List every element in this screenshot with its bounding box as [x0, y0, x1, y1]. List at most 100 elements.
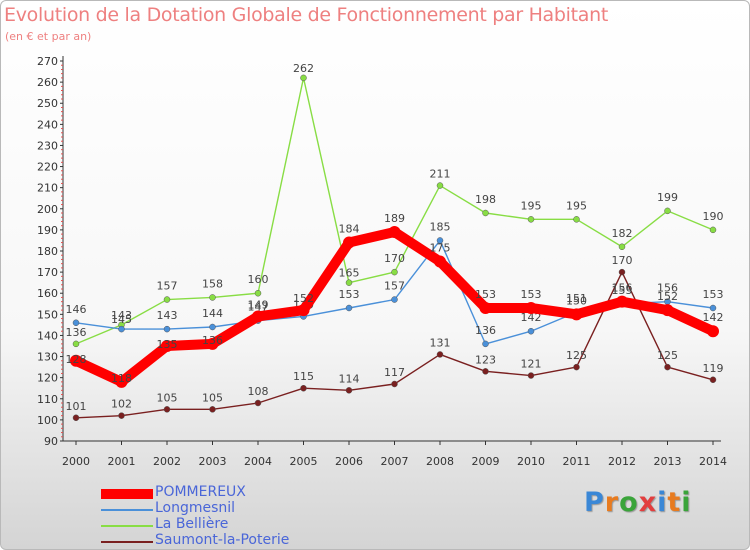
x-tick-label: 2014 [699, 455, 727, 468]
data-label: 119 [703, 362, 724, 375]
data-point [254, 289, 262, 297]
data-point [616, 295, 628, 308]
data-point [573, 363, 580, 371]
y-tick-label: 140 [37, 329, 58, 342]
data-point [118, 412, 125, 419]
y-tick-label: 170 [37, 266, 58, 279]
data-label: 108 [248, 385, 269, 398]
data-label: 165 [339, 267, 360, 280]
data-point [72, 414, 80, 422]
data-point [391, 380, 398, 388]
y-tick-label: 220 [37, 161, 58, 174]
data-point [709, 226, 717, 234]
logo-letter: x [638, 487, 658, 518]
y-tick-label: 190 [37, 224, 58, 237]
data-label: 136 [66, 326, 87, 339]
data-point [661, 304, 674, 317]
data-point [70, 354, 82, 367]
data-point [436, 351, 444, 358]
data-point [209, 406, 216, 413]
data-label: 136 [475, 324, 496, 337]
data-label: 153 [703, 288, 724, 301]
x-tick-label: 2011 [563, 455, 591, 468]
data-label: 131 [430, 336, 451, 349]
data-label: 102 [111, 398, 132, 411]
data-point [391, 296, 398, 303]
data-label: 158 [202, 277, 223, 290]
data-point [573, 216, 580, 223]
data-point [72, 340, 80, 348]
data-point [118, 325, 125, 333]
data-point [479, 302, 492, 314]
legend-item-la-belliere: La Bellière [101, 516, 361, 535]
data-label: 123 [475, 353, 496, 366]
data-label: 101 [66, 400, 87, 413]
data-label: 121 [521, 358, 542, 371]
data-label: 199 [657, 191, 678, 204]
data-point [482, 340, 489, 348]
data-point [436, 237, 444, 244]
y-tick-label: 100 [37, 414, 58, 427]
legend-label-la-belliere: La Bellière [155, 516, 229, 532]
data-label: 147 [248, 301, 269, 314]
data-point [254, 399, 262, 407]
data-label: 170 [384, 252, 405, 265]
data-label: 135 [157, 338, 178, 351]
y-tick-label: 150 [37, 308, 58, 321]
data-label: 155 [612, 284, 633, 297]
data-point [570, 308, 583, 321]
data-point [618, 268, 626, 276]
data-point [664, 207, 671, 215]
data-point [436, 182, 444, 189]
x-tick-label: 2005 [290, 455, 318, 468]
data-label: 117 [384, 366, 405, 379]
data-point [709, 304, 717, 312]
data-point [345, 387, 353, 394]
data-point [206, 337, 219, 350]
y-tick-label: 260 [37, 76, 58, 89]
data-point [163, 296, 171, 303]
data-label: 125 [657, 349, 678, 362]
legend-swatch-pommereux [101, 489, 153, 499]
legend-item-pommereux: POMMEREUX [101, 484, 361, 503]
data-point [527, 327, 535, 335]
data-label: 198 [475, 193, 496, 206]
data-label: 153 [475, 288, 496, 301]
data-label: 182 [612, 227, 633, 240]
data-label: 149 [248, 298, 269, 311]
data-label: 189 [384, 212, 405, 225]
data-label: 185 [430, 220, 451, 233]
data-label: 175 [430, 242, 451, 255]
legend-swatch-longmesnil [101, 509, 153, 511]
data-point [300, 74, 307, 82]
data-label: 151 [566, 292, 587, 305]
data-label: 211 [430, 168, 451, 181]
data-label: 152 [293, 292, 314, 305]
data-label: 190 [703, 210, 724, 223]
data-label: 195 [566, 199, 587, 212]
logo-letter: o [619, 487, 639, 518]
legend-label-longmesnil: Longmesnil [155, 500, 236, 516]
data-point [72, 319, 80, 327]
proxiti-logo: Proxiti [584, 487, 692, 518]
data-label: 115 [293, 370, 314, 383]
data-point [664, 363, 671, 371]
data-label: 125 [566, 349, 587, 362]
data-point [434, 255, 446, 268]
x-tick-label: 2006 [335, 455, 363, 468]
data-label: 128 [66, 353, 87, 366]
data-label: 153 [521, 288, 542, 301]
data-point [161, 340, 173, 352]
data-point [527, 216, 535, 223]
y-tick-label: 230 [37, 139, 58, 152]
x-tick-label: 2013 [654, 455, 682, 468]
logo-letter: t [667, 487, 682, 518]
x-tick-label: 2003 [199, 455, 227, 468]
data-point [345, 279, 353, 286]
x-tick-label: 2001 [108, 455, 136, 468]
y-tick-label: 250 [37, 97, 58, 110]
legend-item-longmesnil: Longmesnil [101, 500, 361, 519]
data-point [252, 310, 264, 323]
data-label: 157 [384, 280, 405, 293]
